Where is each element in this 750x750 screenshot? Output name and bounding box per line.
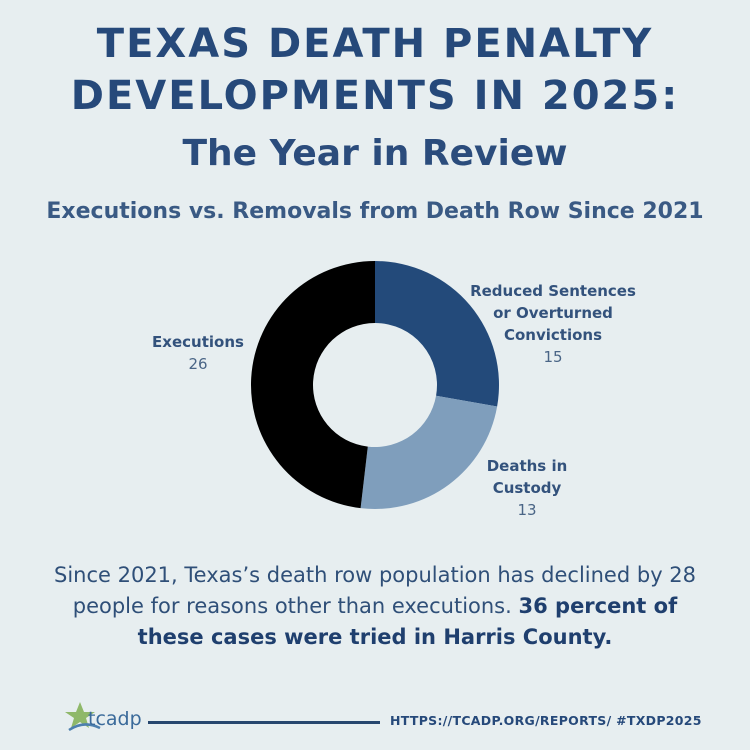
tcadp-logo-text: tcadp [88, 708, 142, 730]
subtitle: The Year in Review [182, 133, 568, 174]
summary-plain: Since 2021, Texas’s death row population… [53, 563, 697, 618]
donut-slice-0 [375, 261, 500, 407]
title-line-2: DEVELOPMENTS IN 2025: [70, 73, 680, 119]
slice-value-0: 15 [543, 348, 562, 366]
slice-label-1-line-1: Custody [493, 479, 562, 497]
slice-label-0-line-2: Convictions [504, 326, 602, 344]
donut-slice-2 [251, 261, 375, 509]
donut-slice-1 [360, 395, 498, 510]
footer-divider [148, 721, 380, 724]
slice-label-2-line-0: Executions [152, 333, 244, 351]
chart-title: Executions vs. Removals from Death Row S… [46, 199, 704, 224]
summary-bold: 36 percent of these cases were tried in … [137, 594, 678, 649]
slice-value-1: 13 [517, 501, 536, 519]
slice-label-0-line-0: Reduced Sentences [470, 282, 636, 300]
slice-label-0-line-1: or Overturned [493, 304, 613, 322]
title-line-1: TEXAS DEATH PENALTY [96, 21, 654, 67]
summary-text: Since 2021, Texas’s death row population… [50, 560, 700, 653]
slice-label-1-line-0: Deaths in [487, 457, 568, 475]
tcadp-star-icon [65, 702, 101, 732]
slice-value-2: 26 [188, 355, 207, 373]
footer-link[interactable]: HTTPS://TCADP.ORG/REPORTS/ #TXDP2025 [390, 713, 702, 728]
